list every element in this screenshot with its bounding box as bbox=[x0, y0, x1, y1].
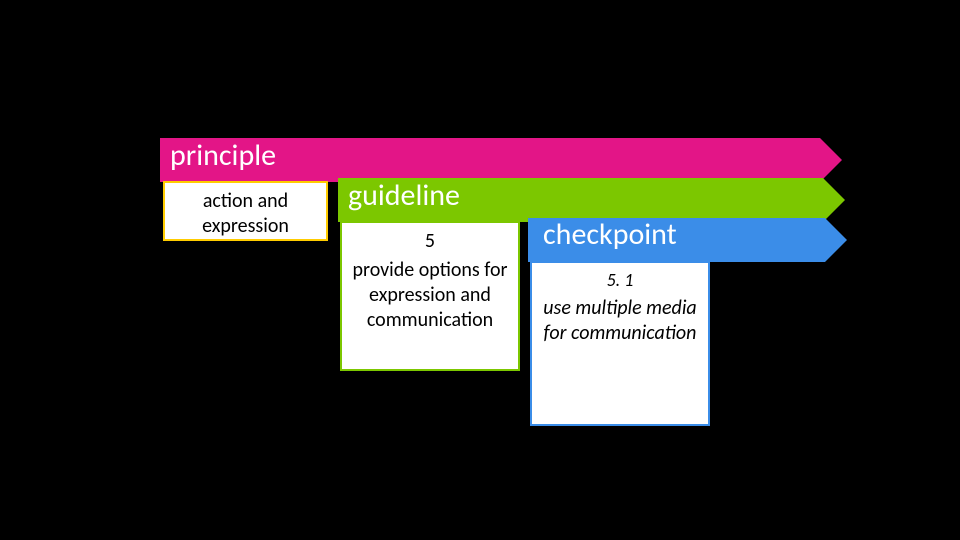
checkpoint-label: checkpoint bbox=[543, 216, 677, 253]
checkpoint-number: 5. 1 bbox=[540, 269, 700, 292]
guideline-number: 5 bbox=[350, 229, 510, 254]
checkpoint-text: use multiple media for communication bbox=[543, 296, 696, 345]
slide-canvas: { "type": "infographic", "background_col… bbox=[0, 0, 960, 540]
guideline-text: provide options for expression and commu… bbox=[353, 258, 508, 332]
principle-text: action and expression bbox=[202, 189, 289, 238]
guideline-label: guideline bbox=[348, 177, 460, 214]
principle-label: principle bbox=[170, 137, 276, 174]
guideline-box: 5 provide options for expression and com… bbox=[340, 221, 520, 371]
checkpoint-box: 5. 1 use multiple media for communicatio… bbox=[530, 261, 710, 426]
principle-box: action and expression bbox=[163, 181, 328, 241]
